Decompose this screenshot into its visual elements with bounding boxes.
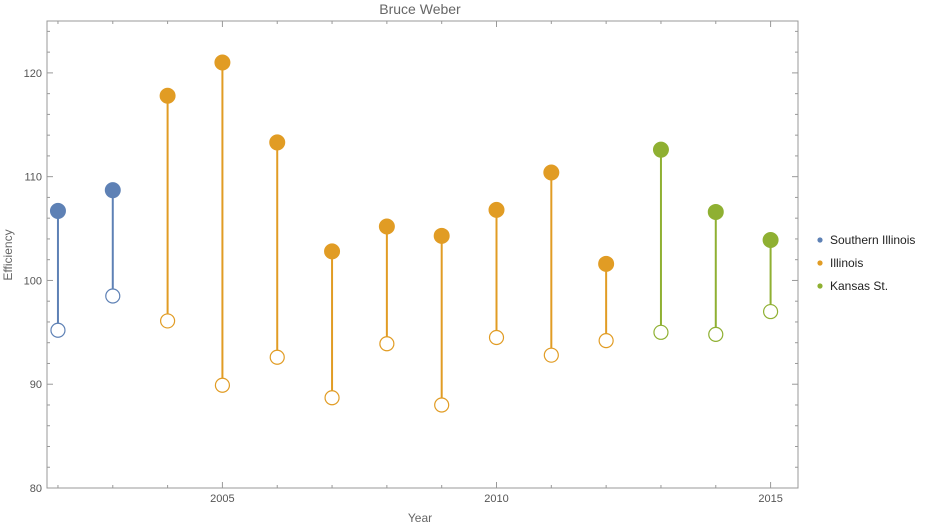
plot-frame (46, 20, 799, 489)
offense-point (598, 255, 615, 272)
chart-marks (49, 54, 779, 413)
offense-point (378, 218, 395, 235)
offense-point (707, 203, 724, 220)
offense-point (762, 231, 779, 248)
offense-point (104, 182, 121, 199)
offense-point (269, 134, 286, 151)
defense-point (159, 313, 176, 329)
y-tick-label: 120 (24, 68, 42, 80)
defense-point (598, 333, 614, 349)
offense-point (543, 164, 560, 181)
defense-point (269, 349, 285, 365)
defense-point (488, 329, 505, 346)
defense-point (105, 288, 121, 304)
legend-label: Southern Illinois (830, 233, 915, 247)
offense-point (652, 141, 669, 158)
x-tick-label: 2010 (484, 493, 508, 505)
defense-point (379, 336, 395, 352)
defense-point (762, 303, 779, 320)
defense-point (708, 326, 724, 343)
chart-title: Bruce Weber (379, 1, 461, 17)
offense-point (214, 54, 231, 71)
defense-point (50, 322, 66, 338)
y-tick-label: 110 (24, 172, 42, 184)
defense-point (434, 397, 450, 413)
x-tick-label: 2015 (758, 493, 782, 505)
legend-swatch (817, 237, 823, 243)
x-axis-label: Year (408, 511, 432, 525)
axis-ticks: 2005 2010 2015 80 90 100 110 120 (24, 21, 798, 505)
defense-point (324, 390, 340, 406)
defense-point (653, 324, 669, 340)
offense-point (488, 201, 505, 218)
defense-point (214, 377, 231, 393)
defense-point (543, 347, 559, 363)
offense-point (159, 87, 176, 104)
offense-point (324, 243, 341, 260)
y-tick-label: 100 (24, 275, 42, 287)
x-tick-label: 2005 (210, 493, 234, 505)
legend: Southern Illinois Illinois Kansas St. (817, 233, 915, 293)
legend-label: Kansas St. (830, 279, 888, 293)
y-tick-label: 90 (30, 379, 42, 391)
legend-swatch (817, 283, 823, 289)
y-tick-label: 80 (30, 483, 42, 495)
y-axis-label: Efficiency (1, 229, 15, 280)
offense-point (433, 227, 450, 244)
offense-point (49, 202, 66, 219)
legend-swatch (817, 260, 823, 266)
legend-label: Illinois (830, 256, 863, 270)
